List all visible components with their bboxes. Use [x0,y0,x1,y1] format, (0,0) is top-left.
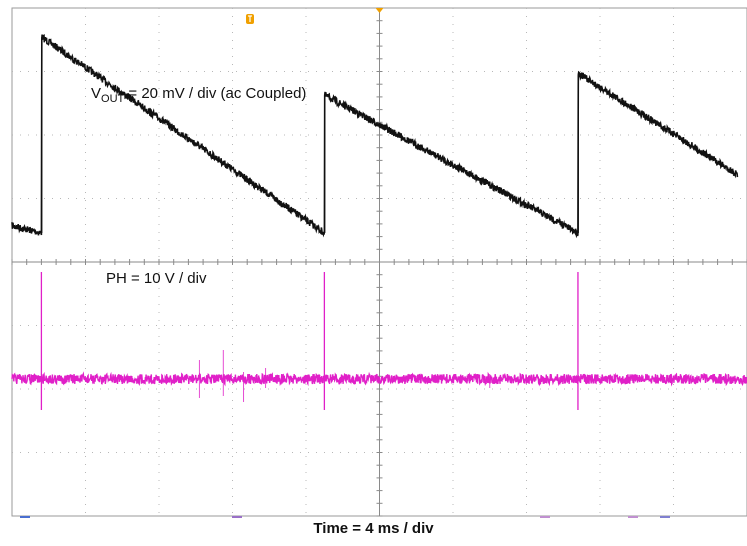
plot-traces [11,34,747,410]
x-axis-label: Time = 4 ms / div [313,520,434,537]
ph-channel-label: PH = 10 V / div [106,270,207,287]
plot-markers [20,8,670,518]
vout-label-main: V [91,85,101,102]
ph-label-main: PH = 10 V / div [106,270,207,287]
ph-trace [11,371,747,387]
vout-channel-label: VOUT = 20 mV / div (ac Coupled) [91,85,306,105]
vout-label-subscript: OUT [101,93,125,105]
trigger-position-marker [375,8,384,13]
vout-label-rest: = 20 mV / div (ac Coupled) [124,85,306,102]
plot-grid [11,7,747,517]
vout-trace [11,34,739,239]
